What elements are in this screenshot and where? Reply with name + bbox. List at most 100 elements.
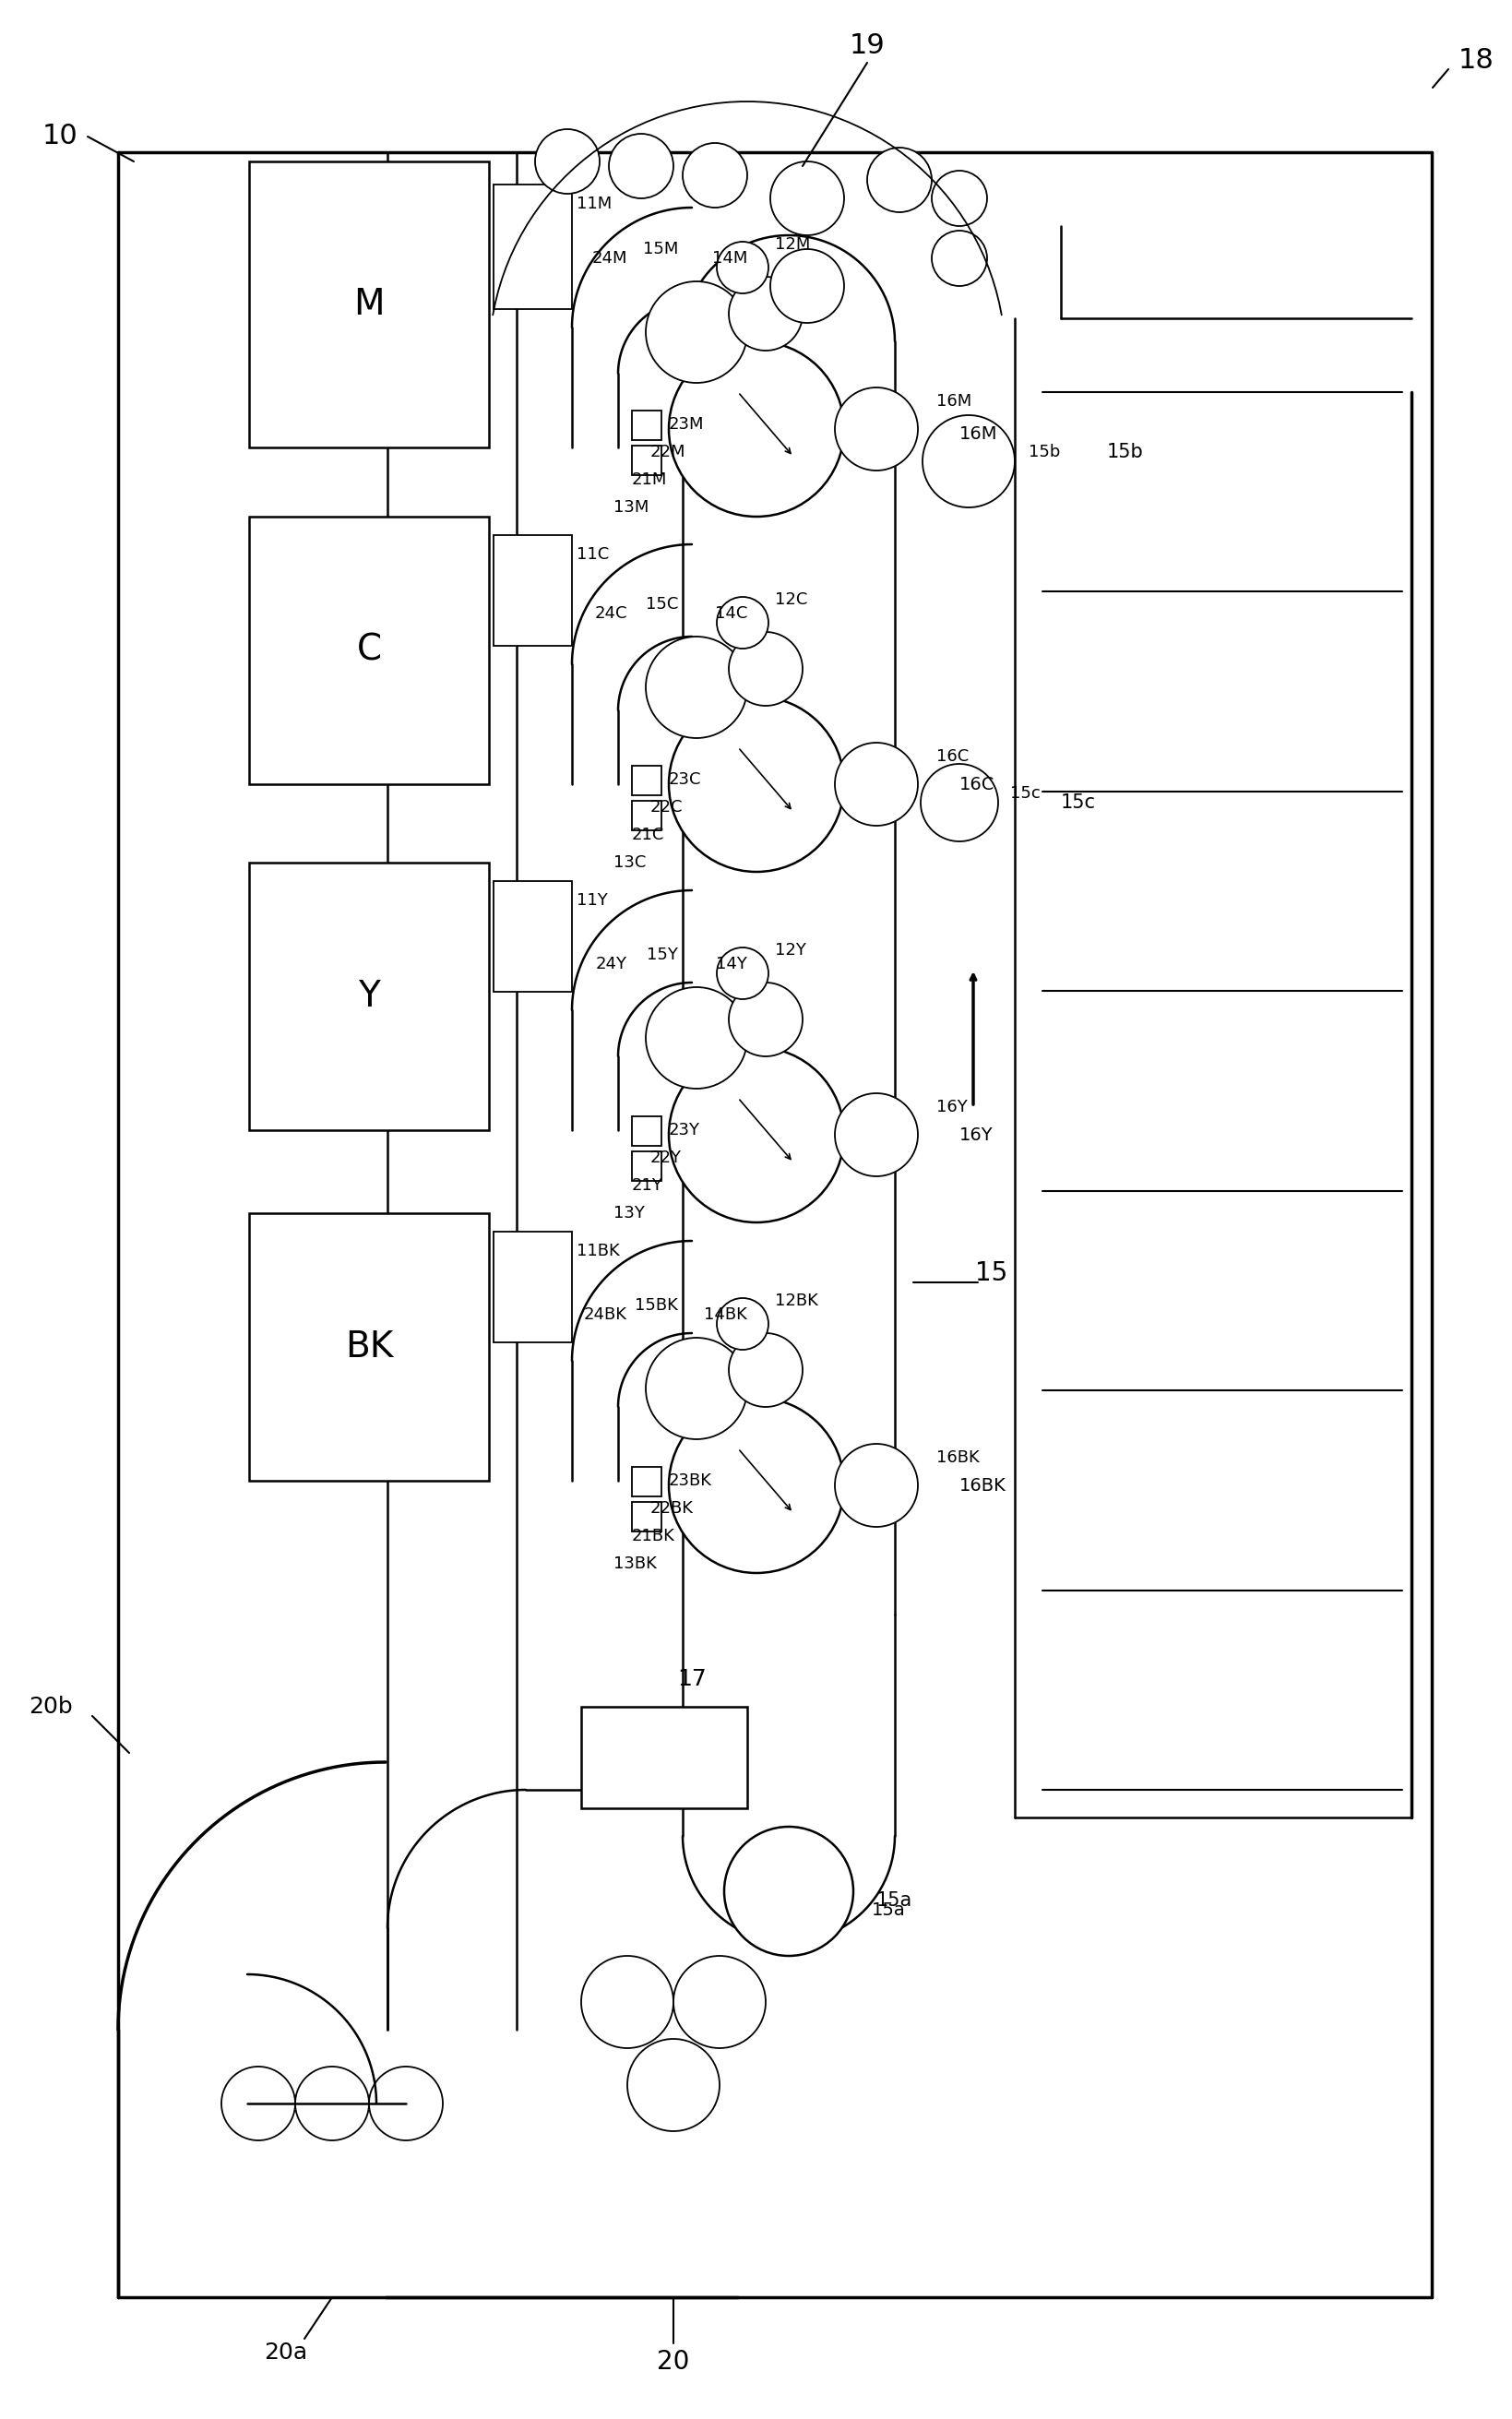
Text: 12BK: 12BK [776,1292,818,1309]
Text: 10: 10 [42,123,77,150]
Circle shape [646,987,747,1089]
Text: 23C: 23C [668,772,702,789]
Text: Y: Y [358,980,380,1014]
Text: 21M: 21M [632,472,667,489]
Text: 16Y: 16Y [960,1125,993,1144]
Text: 20a: 20a [265,2342,308,2363]
Text: 14BK: 14BK [705,1306,747,1323]
Text: 15BK: 15BK [635,1297,677,1314]
Bar [249,1214,488,1480]
Text: 15a: 15a [872,1901,906,1918]
Circle shape [729,982,803,1057]
Circle shape [835,387,918,472]
Circle shape [729,631,803,706]
Circle shape [931,172,987,225]
Text: 14Y: 14Y [717,956,747,972]
Circle shape [717,597,768,648]
Circle shape [717,1299,768,1350]
Circle shape [673,1957,765,2049]
Text: 23Y: 23Y [668,1122,700,1139]
Bar [249,162,488,448]
Circle shape [717,948,768,999]
Text: 24M: 24M [591,249,627,266]
Bar [632,1466,661,1497]
Text: 24Y: 24Y [596,956,627,972]
Circle shape [729,276,803,351]
Text: 11C: 11C [576,547,609,564]
Text: 13C: 13C [614,854,646,871]
Bar [632,767,661,796]
Circle shape [581,1957,673,2049]
Text: 16BK: 16BK [960,1476,1005,1495]
Text: 15C: 15C [646,595,677,612]
Text: 23BK: 23BK [668,1473,712,1490]
Text: 19: 19 [850,34,885,60]
Bar [632,411,661,440]
Circle shape [921,764,998,842]
Circle shape [717,242,768,293]
Text: 16C: 16C [936,747,969,764]
Circle shape [868,148,931,213]
Circle shape [646,1338,747,1439]
Circle shape [668,1047,844,1222]
Circle shape [668,1398,844,1572]
Bar [493,1231,572,1343]
Circle shape [646,281,747,382]
Circle shape [535,128,600,194]
Text: 12C: 12C [776,590,807,607]
Circle shape [724,1826,853,1957]
Bar [632,1115,661,1147]
Text: C: C [357,634,381,668]
Text: 24C: 24C [594,605,627,622]
Circle shape [369,2066,443,2141]
Circle shape [627,2039,720,2131]
Text: 12Y: 12Y [776,941,806,958]
Circle shape [729,1333,803,1408]
Circle shape [221,2066,295,2141]
Text: 15a: 15a [877,1892,913,1909]
Bar [581,1708,747,1809]
Text: 11Y: 11Y [576,893,608,910]
Text: 13M: 13M [614,498,649,515]
Text: 16C: 16C [960,776,995,793]
Bar [493,881,572,992]
Text: 22BK: 22BK [650,1500,694,1517]
Circle shape [835,1093,918,1176]
Text: 16Y: 16Y [936,1098,968,1115]
Text: 21Y: 21Y [632,1178,664,1195]
Text: 22Y: 22Y [650,1149,682,1166]
Text: M: M [354,288,384,322]
Text: 22C: 22C [650,798,683,815]
Circle shape [931,230,987,285]
Text: 24BK: 24BK [584,1306,627,1323]
Bar [632,1502,661,1531]
Text: 13BK: 13BK [614,1555,656,1572]
Bar [493,535,572,646]
Text: 20: 20 [658,2349,689,2375]
Text: 15M: 15M [643,242,677,256]
Circle shape [835,743,918,825]
Text: 20b: 20b [29,1696,73,1717]
Text: 16M: 16M [960,426,998,443]
Text: 15b: 15b [1028,443,1060,460]
Text: 15: 15 [975,1260,1009,1287]
Bar [632,1151,661,1180]
Circle shape [922,416,1015,508]
Text: 13Y: 13Y [614,1205,644,1222]
Bar [493,184,572,310]
Bar [632,801,661,830]
Text: 11M: 11M [576,196,612,213]
Text: 15Y: 15Y [647,946,677,963]
Text: BK: BK [345,1330,393,1364]
Circle shape [682,143,747,208]
Text: 16BK: 16BK [936,1449,980,1466]
Text: 15c: 15c [1010,786,1040,801]
Text: 16M: 16M [936,392,972,409]
Circle shape [835,1444,918,1526]
Bar [632,445,661,474]
Text: 22M: 22M [650,443,686,460]
Circle shape [770,249,844,322]
Text: 17: 17 [677,1669,706,1691]
Circle shape [668,341,844,518]
Text: 14C: 14C [715,605,747,622]
